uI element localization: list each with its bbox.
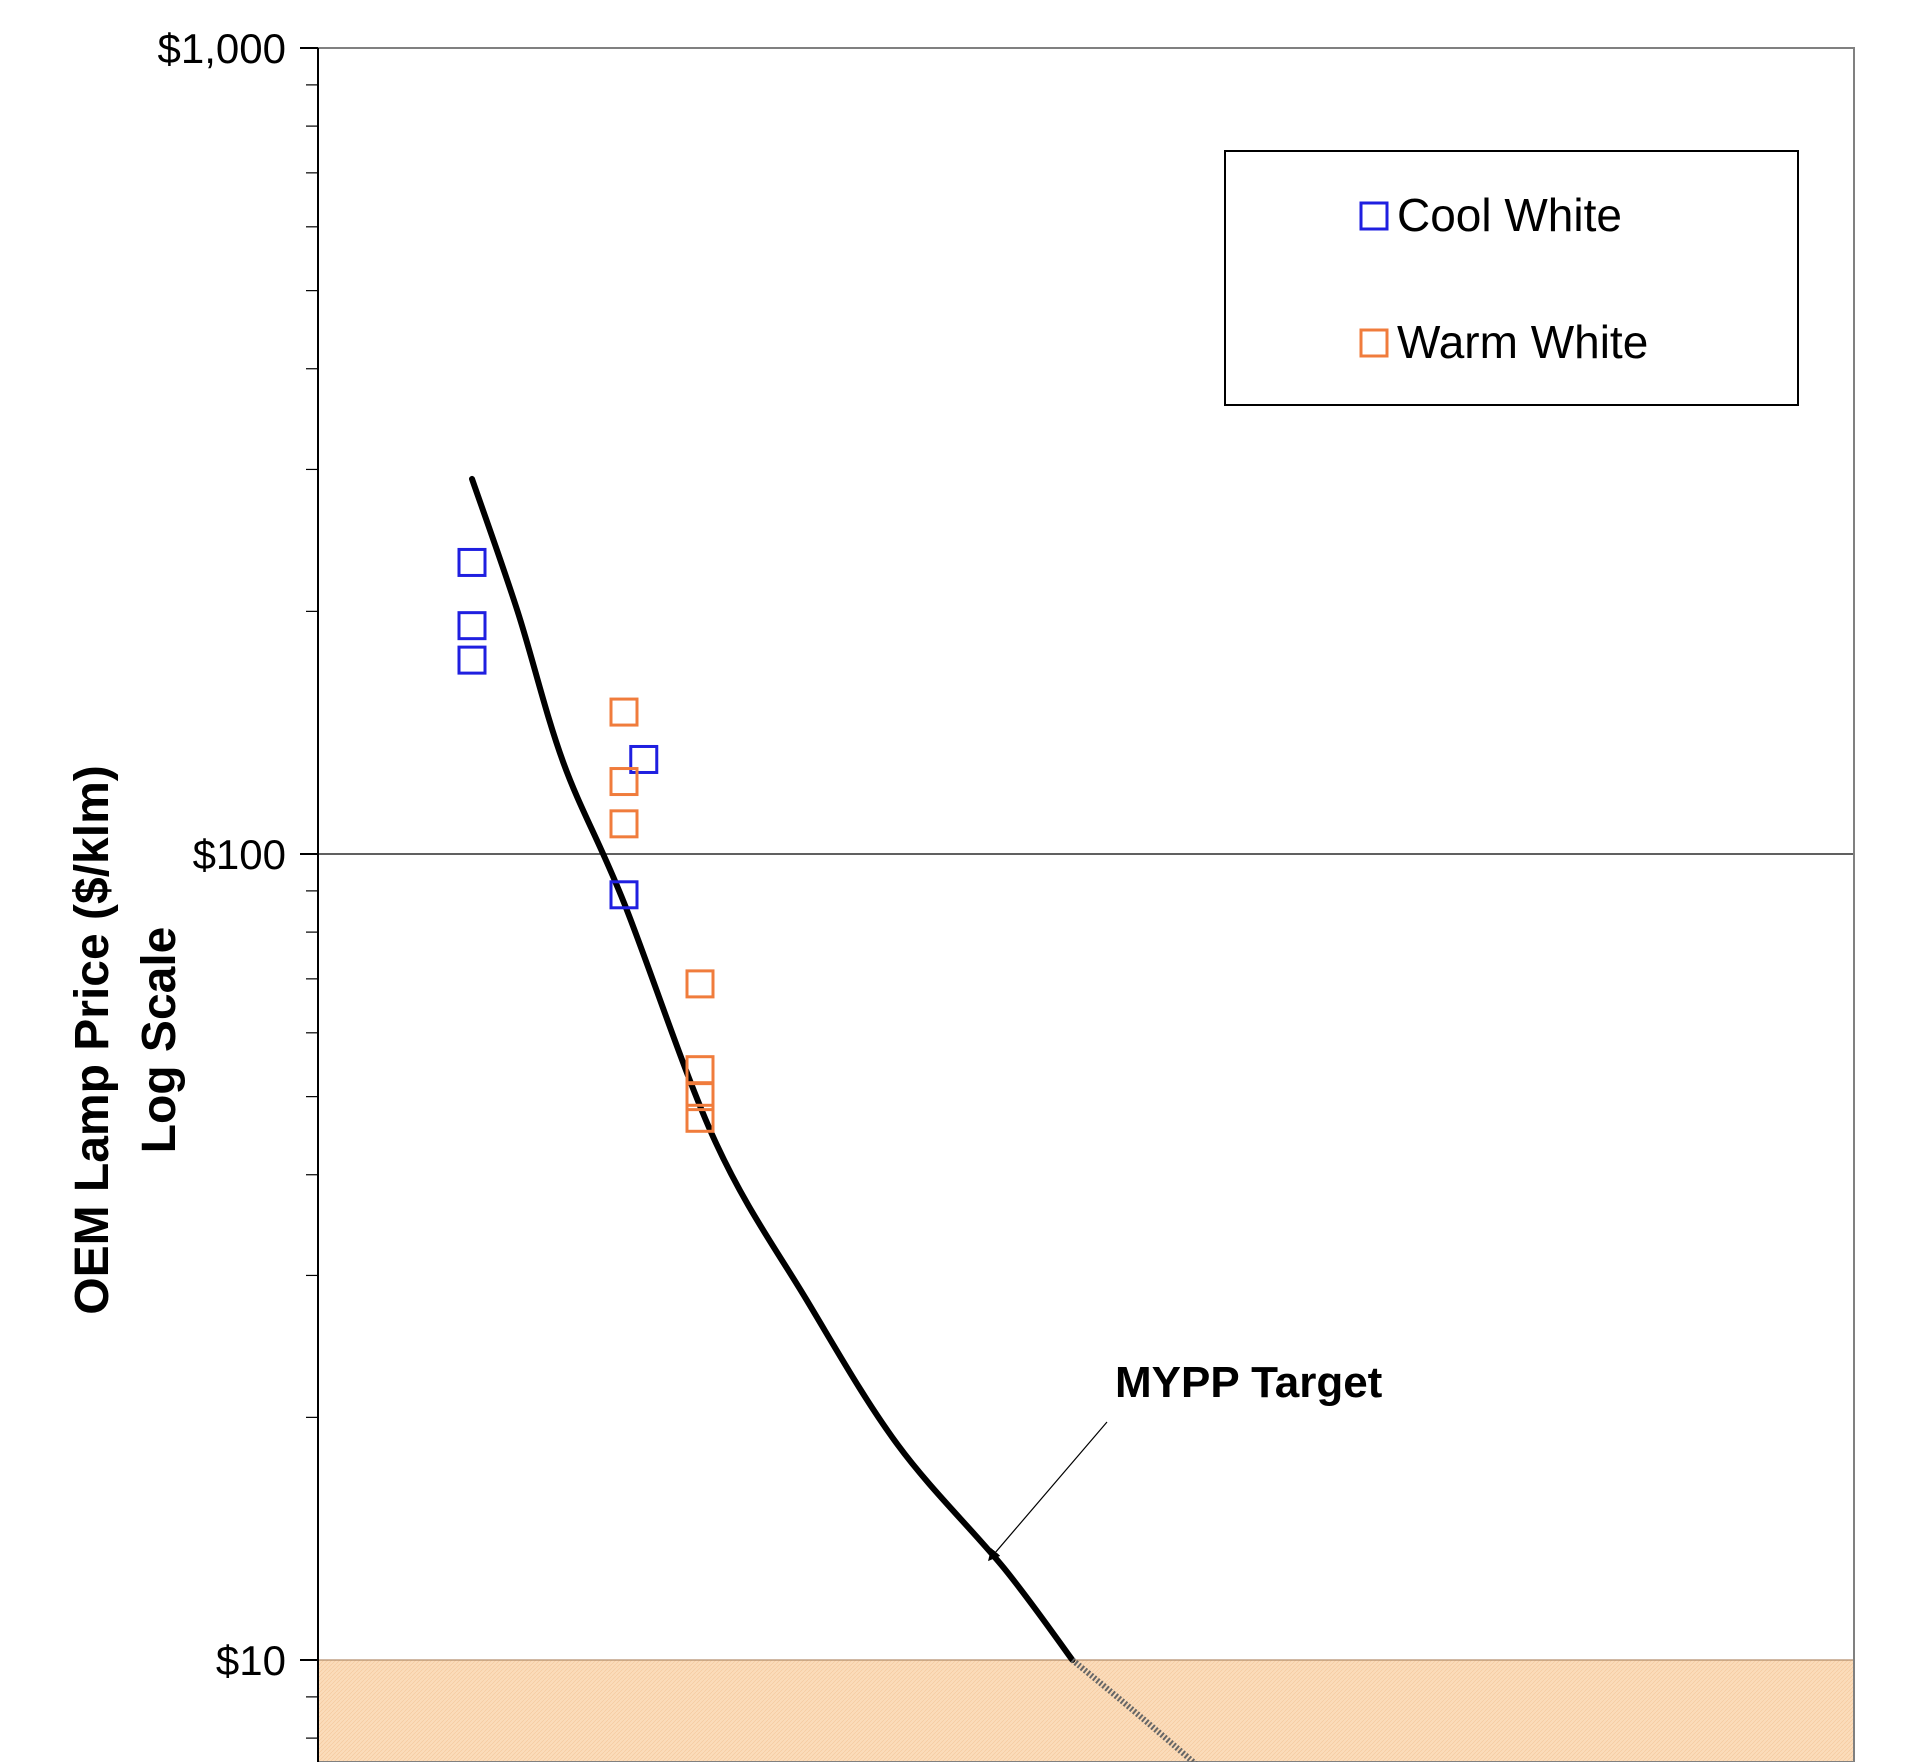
target-shaded-region: [317, 1659, 1855, 1762]
y-axis-ticks: [300, 47, 318, 1739]
legend: Cool White Warm White: [1224, 150, 1799, 406]
warm-white-point: [609, 809, 639, 839]
cool-white-point: [629, 744, 659, 774]
warm-white-point: [609, 767, 639, 797]
cool-white-point: [457, 645, 487, 675]
legend-swatch-cool-white: [1359, 201, 1389, 231]
cool-white-point: [609, 880, 639, 910]
mypp-target-label: MYPP Target: [1115, 1358, 1383, 1407]
legend-box: [1224, 150, 1799, 406]
y-axis-label-line2: Log Scale: [133, 927, 186, 1154]
warm-white-point: [685, 969, 715, 999]
legend-label-cool-white: Cool White: [1397, 189, 1622, 241]
warm-white-point: [609, 697, 639, 727]
warm-white-point: [685, 1103, 715, 1133]
y-tick-label: $100: [193, 831, 286, 878]
y-tick-label: $1,000: [158, 25, 286, 72]
y-tick-label: $10: [216, 1637, 286, 1684]
mypp-target-arrow: [988, 1421, 1108, 1562]
mypp-target-curve: [469, 475, 1076, 1663]
data-points: [457, 547, 715, 1133]
y-axis-label-line1: OEM Lamp Price ($/klm): [66, 765, 119, 1315]
cool-white-point: [457, 611, 487, 641]
y-axis-tick-labels: $1,000 $100 $10: [158, 25, 286, 1684]
cool-white-point: [457, 547, 487, 577]
legend-label-warm-white: Warm White: [1397, 316, 1648, 368]
legend-swatch-warm-white: [1359, 328, 1389, 358]
warm-white-point: [685, 1082, 715, 1112]
mypp-target-curve-extension: [1070, 1657, 1198, 1762]
